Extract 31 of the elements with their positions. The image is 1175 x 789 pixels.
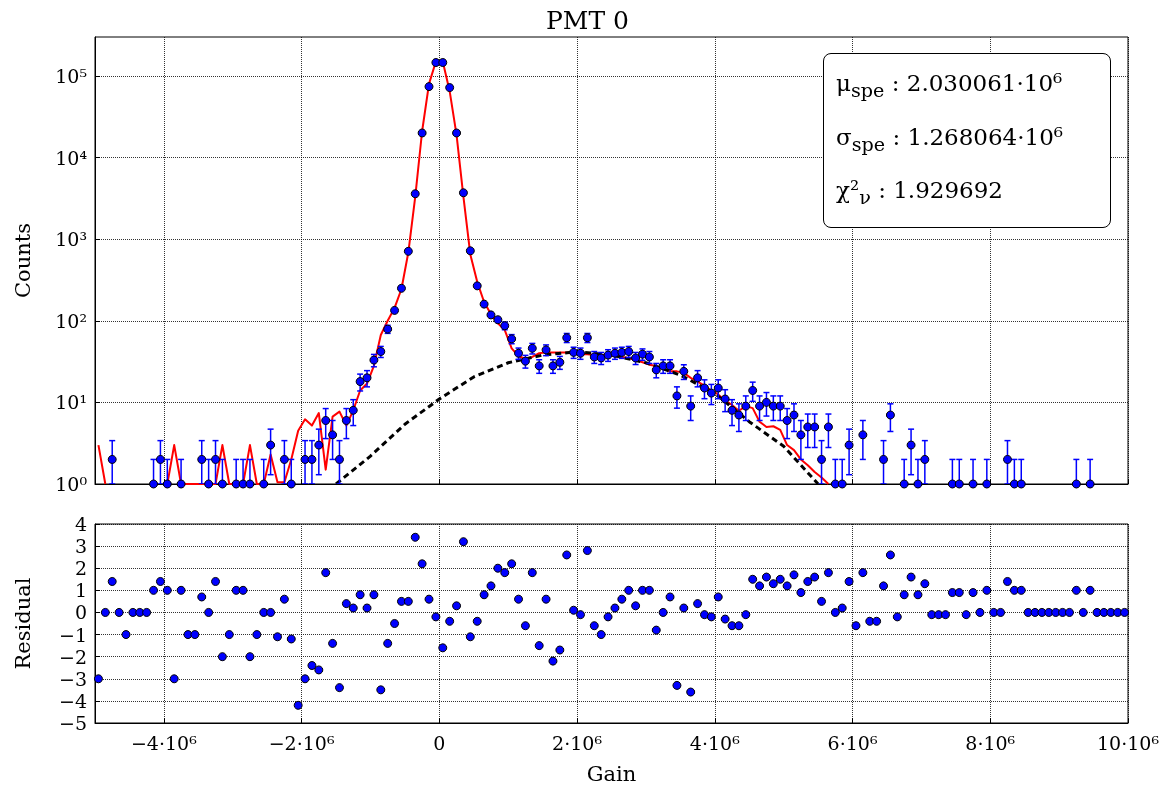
x-tick-label: 10·10⁶ — [1096, 731, 1160, 754]
y-tick-label: −4 — [58, 689, 87, 712]
y-tick-label: −5 — [58, 712, 87, 734]
x-tick-label: −2·10⁶ — [268, 731, 335, 754]
y-tick-label: 10² — [55, 309, 87, 332]
annotation: σ$_{spe}$ : 1.268064·10⁶ — [836, 122, 1065, 158]
x-tick-label: −4·10⁶ — [130, 731, 198, 754]
y-axis-title: Counts — [10, 223, 35, 298]
y-tick-label: 10¹ — [55, 391, 87, 414]
y-tick-label: −1 — [58, 623, 87, 646]
x-tick-label: 2·10⁶ — [552, 731, 603, 754]
y-tick-label: 10⁴ — [55, 146, 88, 169]
y-tick-label: 10⁰ — [55, 473, 88, 495]
y-tick-label: 4 — [74, 513, 87, 535]
annotation: μ$_{spe}$ : 2.030061·10⁶ — [836, 69, 1064, 104]
y-tick-label: 2 — [74, 557, 87, 580]
x-tick-label: 6·10⁶ — [827, 731, 878, 754]
x-axis-title: Gain — [586, 761, 637, 786]
y-axis-title: Residual — [10, 577, 35, 670]
annotation: χ²$_{ν}$ : 1.929692 — [836, 176, 1004, 211]
x-tick-label: 0 — [433, 731, 446, 754]
y-tick-label: 10⁵ — [55, 64, 87, 87]
y-tick-label: 3 — [74, 535, 87, 558]
y-tick-label: −3 — [58, 667, 87, 690]
y-tick-label: 0 — [74, 601, 87, 624]
y-tick-label: 10³ — [55, 228, 87, 251]
y-tick-label: 1 — [74, 579, 87, 602]
x-tick-label: 4·10⁶ — [689, 731, 741, 754]
y-tick-label: −2 — [58, 645, 87, 668]
chart-title: PMT 0 — [546, 6, 629, 35]
x-tick-label: 8·10⁶ — [965, 731, 1016, 754]
